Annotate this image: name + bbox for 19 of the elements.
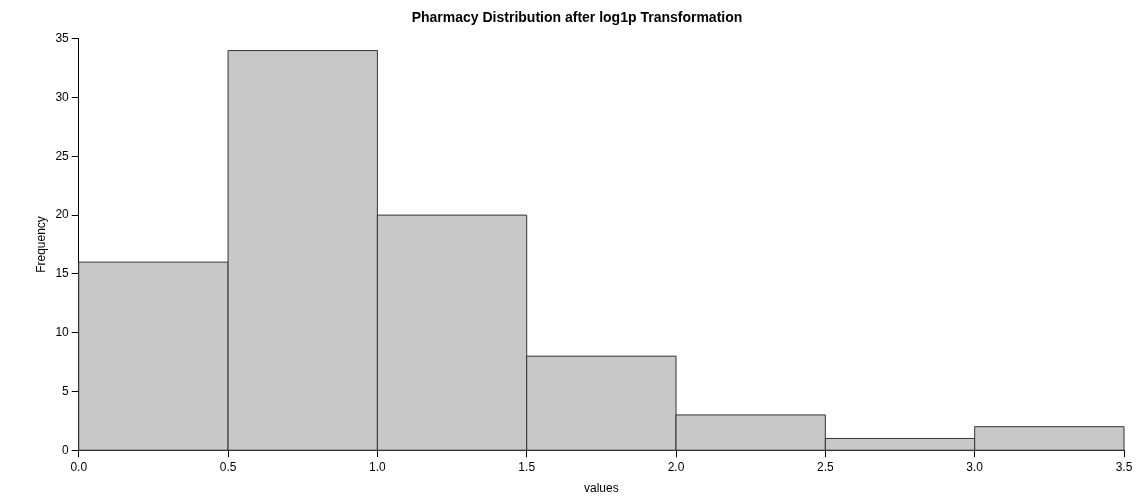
y-tick-label: 0 — [62, 442, 70, 457]
chart-title: Pharmacy Distribution after log1p Transformation — [411, 9, 743, 26]
x-tick-label: 1.5 — [518, 459, 536, 474]
x-tick-label: 3.5 — [1115, 459, 1133, 474]
x-tick-label: 1.0 — [369, 459, 387, 474]
y-tick-label: 30 — [55, 89, 70, 104]
y-tick-label: 5 — [62, 383, 70, 398]
x-tick-label: 2.0 — [667, 459, 685, 474]
x-tick-label: 3.0 — [966, 459, 984, 474]
y-tick-label: 35 — [55, 31, 70, 46]
y-axis-title: Frequency — [33, 216, 48, 273]
y-tick-label: 25 — [55, 148, 70, 163]
y-tick-label: 15 — [55, 266, 70, 281]
x-tick-label: 0.0 — [70, 459, 88, 474]
x-tick-label: 0.5 — [219, 459, 237, 474]
y-tick-label: 10 — [55, 324, 70, 339]
x-axis-title: values — [584, 481, 619, 496]
y-tick-label: 20 — [55, 207, 70, 222]
x-tick-label: 2.5 — [817, 459, 835, 474]
